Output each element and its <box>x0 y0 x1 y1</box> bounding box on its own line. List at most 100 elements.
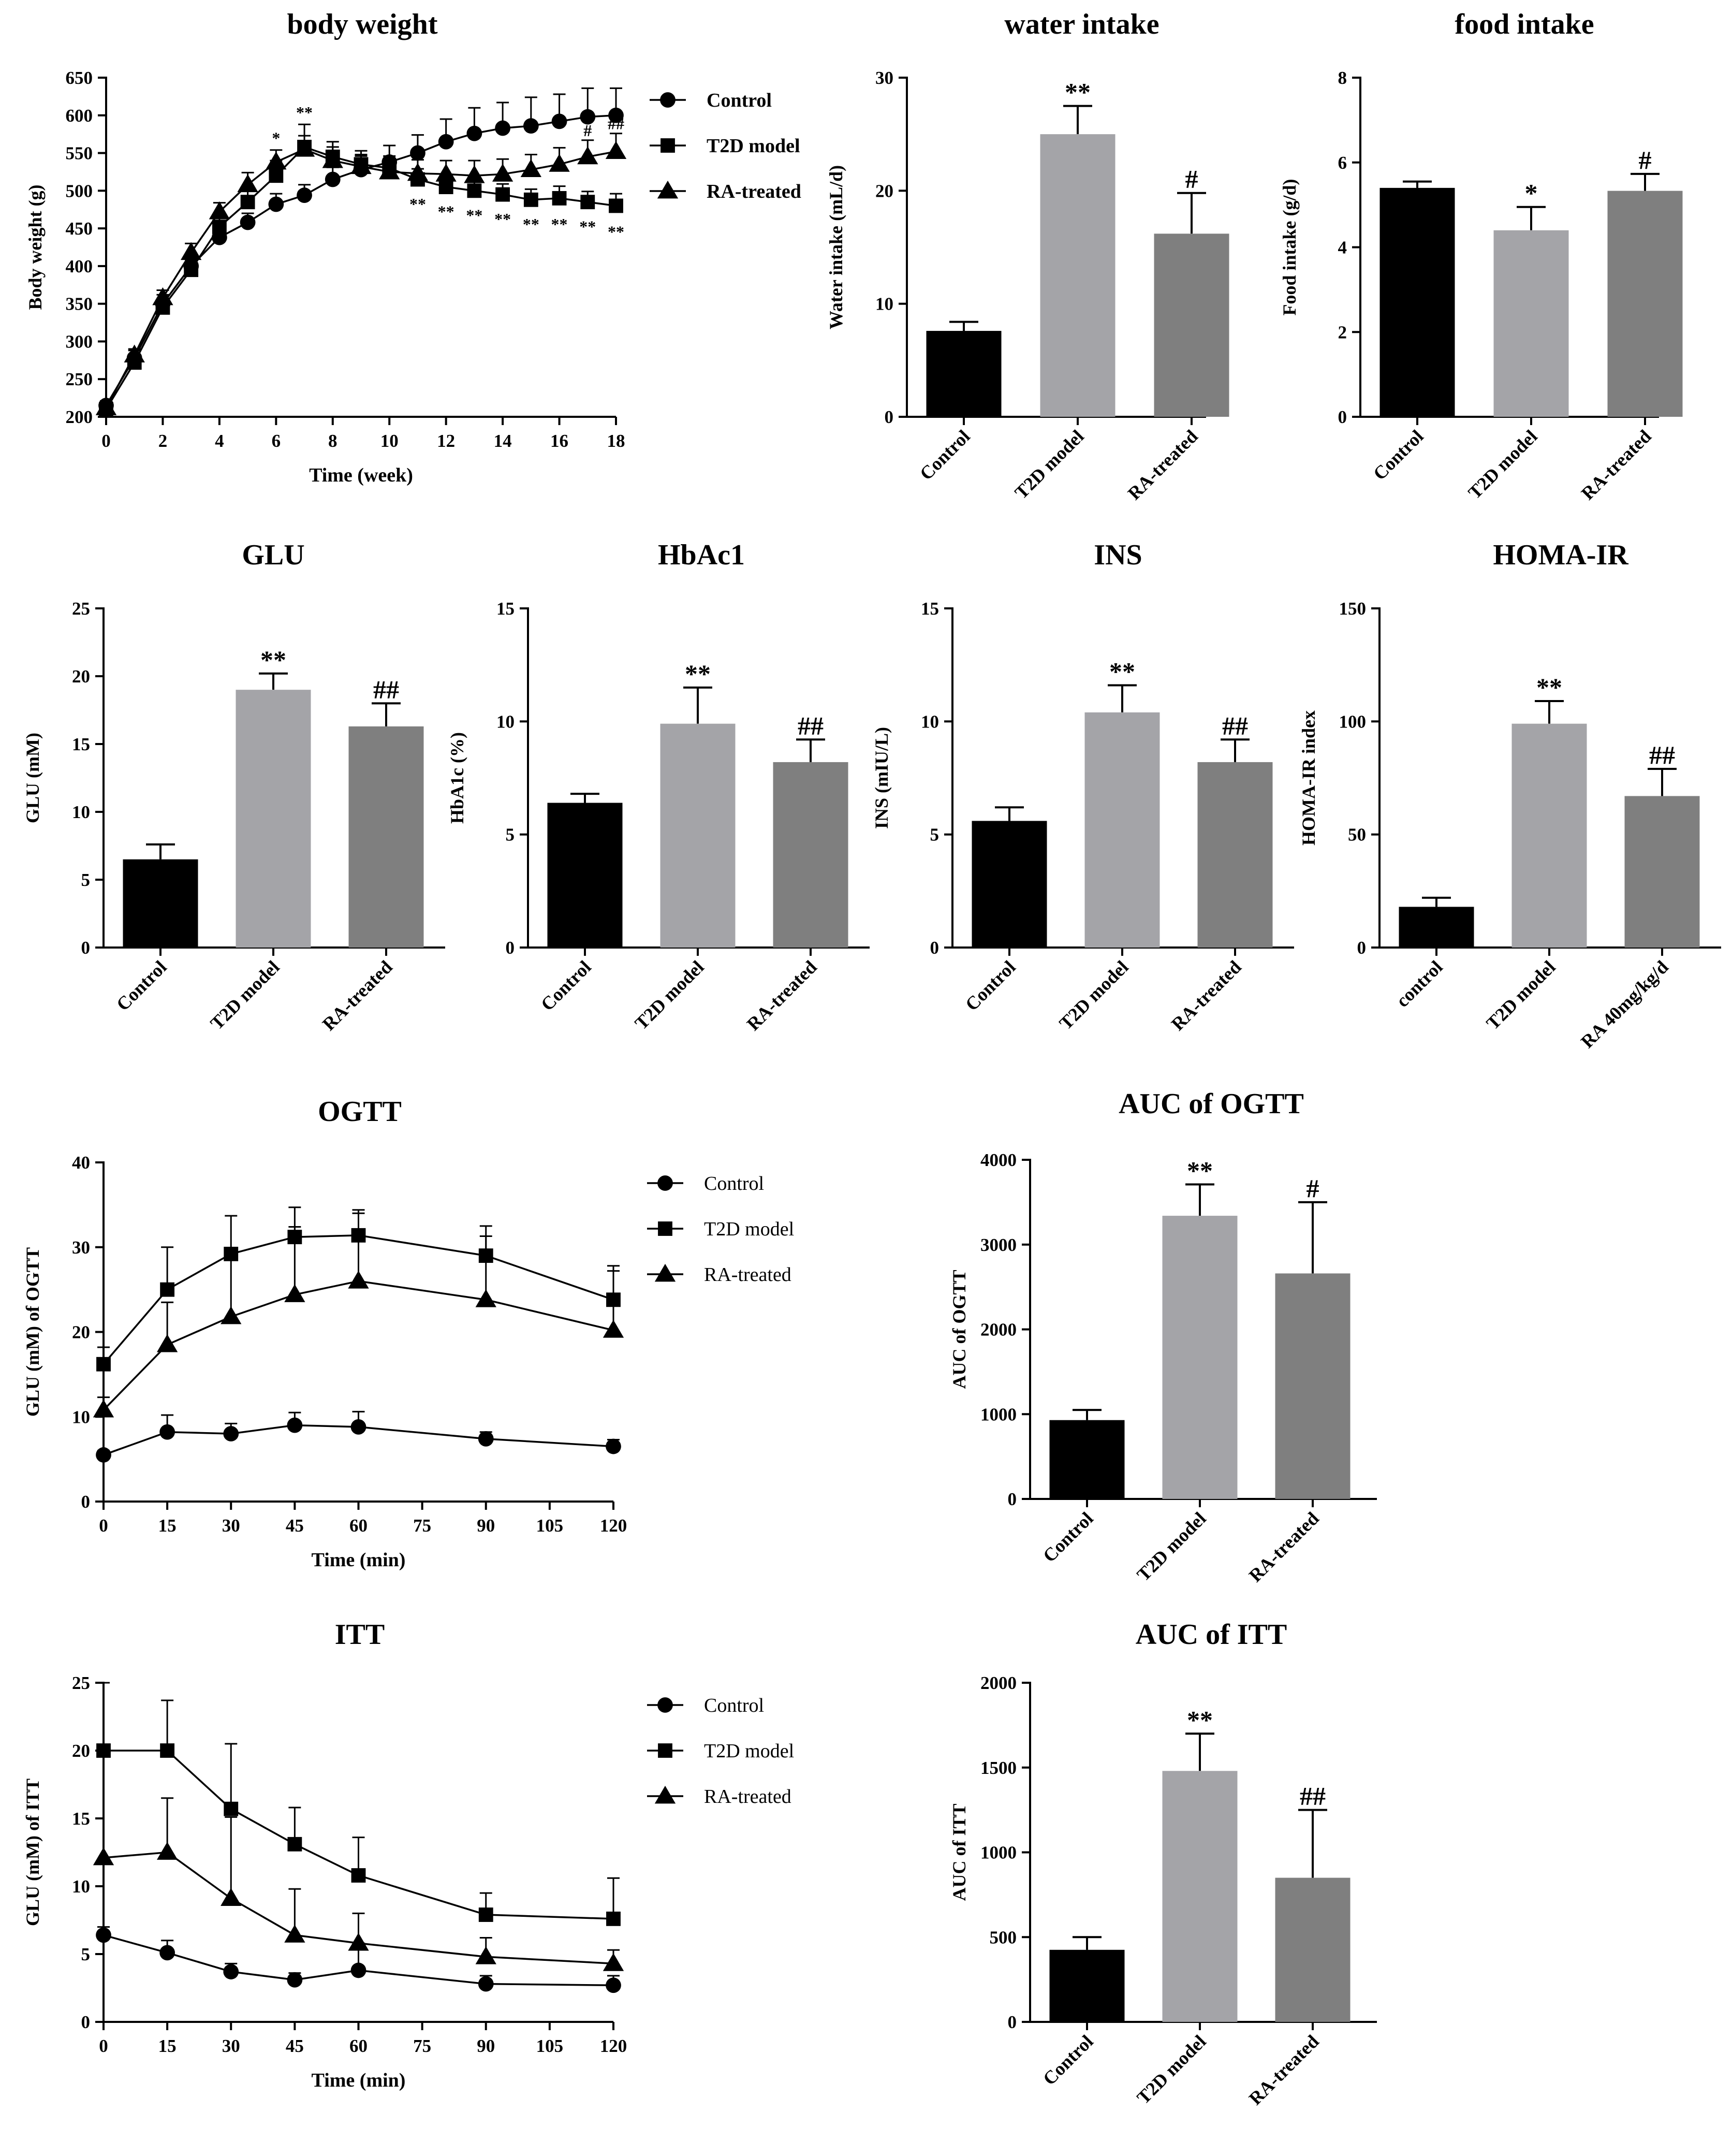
y-tick-label: 500 <box>66 181 93 201</box>
significance-marker: ** <box>409 195 426 213</box>
y-tick-label: 6 <box>1338 153 1347 173</box>
data-point <box>478 1431 494 1447</box>
data-point <box>603 1953 624 1971</box>
bar-ra-treated <box>773 762 848 948</box>
y-tick-label: 550 <box>66 143 93 164</box>
data-point <box>495 120 510 136</box>
data-point <box>287 1837 302 1852</box>
data-point <box>160 1282 175 1297</box>
data-point <box>293 139 315 157</box>
data-point <box>156 1334 178 1352</box>
data-point <box>96 1357 111 1372</box>
data-point <box>606 1977 621 1993</box>
y-tick-label: 25 <box>72 1673 90 1693</box>
x-tick-label: 16 <box>550 431 568 451</box>
chart-title: HbAc1 <box>658 539 745 571</box>
chart-title: water intake <box>1004 8 1159 40</box>
y-axis-label: GLU (mM) of OGTT <box>22 1247 43 1417</box>
chart-title: GLU <box>242 539 304 571</box>
data-point <box>435 164 457 182</box>
bar-control <box>123 859 198 948</box>
chart-title: body weight <box>287 8 438 40</box>
y-tick-label: 15 <box>72 1809 90 1829</box>
bar-ra-treated <box>348 726 424 948</box>
significance-marker: ** <box>1536 673 1562 702</box>
significance-marker: ## <box>798 711 824 740</box>
data-point <box>351 1868 366 1883</box>
significance-marker: ## <box>1649 740 1675 769</box>
y-tick-label: 0 <box>81 2012 91 2032</box>
significance-marker: ** <box>579 217 596 236</box>
data-point <box>520 159 541 177</box>
y-axis-label: Water intake (mL/d) <box>826 165 846 329</box>
data-point <box>96 1927 111 1943</box>
data-point <box>350 1419 366 1435</box>
bar-control <box>1049 1420 1125 1499</box>
x-tick-label: 15 <box>158 1516 177 1536</box>
x-tick-label: 15 <box>158 2036 177 2056</box>
y-tick-label: 1000 <box>980 1843 1017 1863</box>
significance-marker: ## <box>373 675 399 704</box>
data-point <box>184 263 199 278</box>
chart-title: food intake <box>1455 8 1594 40</box>
data-point <box>552 191 567 206</box>
series-control <box>96 1410 621 1463</box>
data-point <box>160 1743 175 1758</box>
y-tick-label: 15 <box>72 734 90 754</box>
y-tick-label: 500 <box>990 1927 1017 1947</box>
x-tick-label: 120 <box>600 1516 627 1536</box>
data-point <box>221 1306 242 1324</box>
legend-entry: Control <box>704 1173 764 1194</box>
series-t2d-model <box>96 1682 621 1926</box>
y-tick-label: 5 <box>930 825 940 845</box>
significance-marker: ** <box>685 659 711 688</box>
bar-control <box>926 331 1002 417</box>
chart-title: AUC of OGTT <box>1119 1088 1304 1120</box>
data-point <box>221 1888 242 1906</box>
x-tick-label: 105 <box>536 2036 564 2056</box>
y-tick-label: 100 <box>1339 711 1367 732</box>
x-tick-label: 0 <box>99 2036 108 2056</box>
x-tick-label: 10 <box>380 431 399 451</box>
y-axis-label: GLU (mM) of ITT <box>22 1779 43 1926</box>
x-tick-label: 45 <box>286 1516 304 1536</box>
significance-marker: ** <box>551 215 568 234</box>
data-point <box>464 165 485 183</box>
data-point <box>438 180 453 194</box>
data-point <box>608 107 624 123</box>
bar-control <box>972 821 1047 948</box>
significance-marker: # <box>583 121 592 140</box>
x-tick-label: 18 <box>607 431 625 451</box>
significance-marker: # <box>1307 1174 1319 1203</box>
y-axis-label: Food intake (g/d) <box>1279 179 1300 315</box>
y-tick-label: 0 <box>885 407 894 427</box>
data-point <box>466 125 482 141</box>
y-tick-label: 250 <box>66 369 93 389</box>
x-tick-label: 30 <box>222 2036 240 2056</box>
x-tick-label: 60 <box>349 2036 368 2056</box>
x-tick-label: 30 <box>222 1516 240 1536</box>
y-tick-label: 20 <box>72 1322 90 1343</box>
bar-t2d-model <box>1162 1216 1238 1499</box>
data-point <box>223 1426 239 1441</box>
legend-marker-square <box>658 1743 672 1758</box>
data-point <box>297 187 312 203</box>
y-tick-label: 5 <box>81 1944 91 1964</box>
significance-marker: ** <box>523 215 539 234</box>
data-point <box>549 154 570 172</box>
data-point <box>492 164 513 182</box>
chart-title: AUC of ITT <box>1136 1619 1287 1651</box>
significance-marker: ** <box>438 202 454 221</box>
data-point <box>159 1945 175 1961</box>
data-point <box>475 1946 496 1964</box>
chart-title: HOMA-IR <box>1493 539 1628 571</box>
data-point <box>124 344 145 363</box>
legend-entry: Control <box>704 1695 764 1716</box>
y-tick-label: 50 <box>1348 825 1366 845</box>
bar-control <box>1379 187 1455 417</box>
data-point <box>212 220 227 235</box>
x-tick-label: 75 <box>413 1516 431 1536</box>
